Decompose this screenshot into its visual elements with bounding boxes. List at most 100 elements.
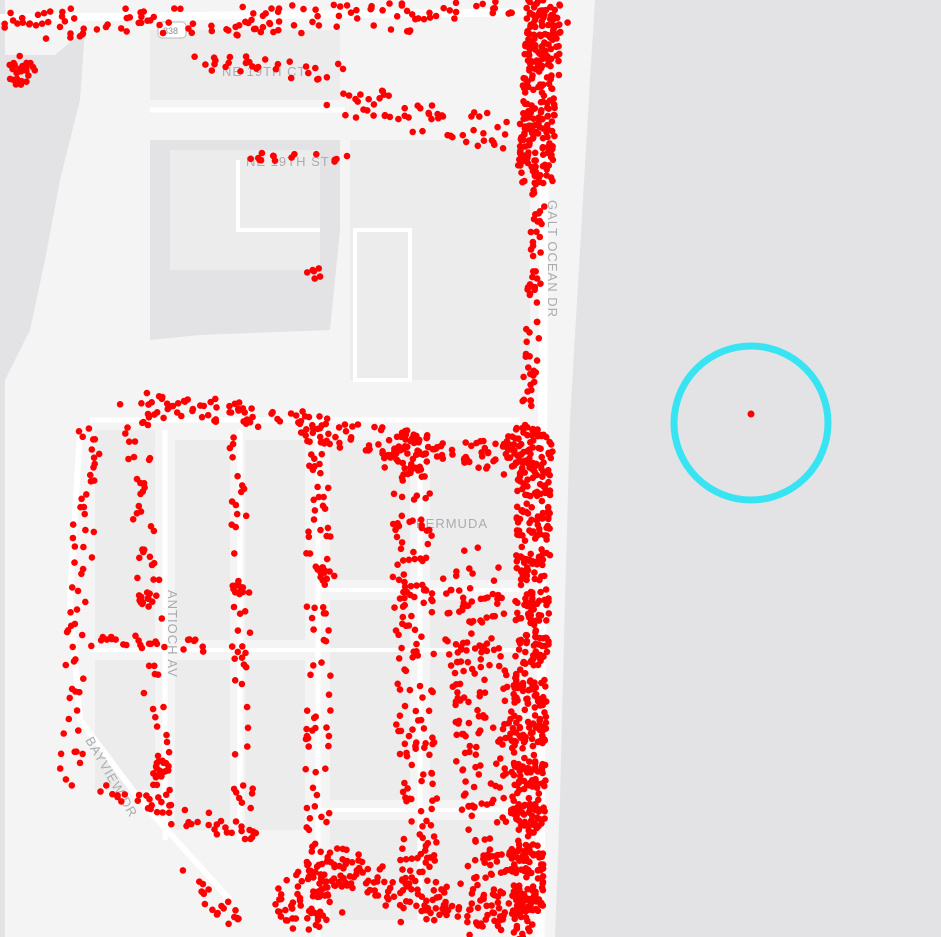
incident-point[interactable] — [364, 889, 371, 896]
incident-point[interactable] — [234, 627, 242, 634]
incident-point[interactable] — [323, 415, 331, 423]
incident-point[interactable] — [507, 9, 514, 16]
incident-point[interactable] — [543, 617, 550, 624]
incident-point[interactable] — [403, 749, 410, 757]
incident-point[interactable] — [428, 608, 436, 616]
incident-point[interactable] — [78, 570, 85, 578]
incident-point[interactable] — [423, 434, 430, 442]
incident-point[interactable] — [309, 727, 316, 734]
incident-point[interactable] — [62, 776, 70, 783]
incident-point[interactable] — [519, 903, 526, 910]
incident-point[interactable] — [376, 95, 383, 102]
incident-point[interactable] — [484, 911, 491, 919]
incident-point[interactable] — [452, 8, 460, 16]
incident-point[interactable] — [288, 902, 295, 910]
incident-point[interactable] — [342, 428, 350, 435]
incident-point[interactable] — [530, 215, 538, 223]
incident-point[interactable] — [184, 396, 191, 403]
incident-point[interactable] — [323, 101, 331, 109]
incident-point[interactable] — [316, 424, 324, 432]
incident-point[interactable] — [358, 858, 366, 866]
incident-point[interactable] — [468, 665, 476, 673]
incident-point[interactable] — [123, 641, 130, 649]
incident-point[interactable] — [494, 899, 502, 906]
incident-point[interactable] — [410, 548, 417, 556]
incident-point[interactable] — [528, 735, 536, 743]
incident-point[interactable] — [557, 28, 564, 36]
incident-point[interactable] — [525, 823, 532, 830]
incident-point[interactable] — [107, 633, 115, 641]
incident-point[interactable] — [7, 9, 14, 17]
incident-point[interactable] — [426, 9, 433, 17]
incident-point[interactable] — [225, 920, 232, 928]
incident-point[interactable] — [426, 526, 433, 534]
incident-point[interactable] — [242, 512, 250, 520]
incident-point[interactable] — [244, 724, 252, 732]
incident-point[interactable] — [401, 779, 408, 787]
incident-point[interactable] — [144, 805, 152, 812]
incident-point[interactable] — [379, 863, 386, 870]
incident-point[interactable] — [499, 916, 507, 923]
incident-point[interactable] — [1, 20, 9, 28]
incident-point[interactable] — [238, 654, 246, 661]
incident-point[interactable] — [524, 424, 531, 431]
incident-point[interactable] — [274, 8, 282, 16]
incident-point[interactable] — [199, 643, 206, 650]
incident-point[interactable] — [394, 561, 401, 568]
incident-point[interactable] — [468, 812, 476, 820]
incident-point[interactable] — [519, 745, 526, 752]
incident-point[interactable] — [509, 793, 516, 800]
incident-point[interactable] — [465, 802, 472, 810]
incident-point[interactable] — [526, 927, 533, 935]
incident-point[interactable] — [386, 0, 393, 7]
incident-point[interactable] — [480, 437, 487, 445]
incident-point[interactable] — [511, 695, 518, 702]
incident-point[interactable] — [531, 712, 539, 719]
incident-point[interactable] — [90, 464, 97, 471]
incident-point[interactable] — [405, 556, 413, 564]
incident-point[interactable] — [527, 228, 535, 236]
incident-point[interactable] — [370, 112, 377, 119]
incident-point[interactable] — [395, 655, 403, 662]
incident-point[interactable] — [25, 21, 33, 28]
incident-point[interactable] — [472, 838, 479, 845]
incident-point[interactable] — [535, 444, 542, 452]
incident-point[interactable] — [99, 633, 107, 641]
incident-point[interactable] — [322, 765, 329, 772]
incident-point[interactable] — [19, 19, 27, 27]
incident-point[interactable] — [283, 876, 291, 884]
incident-point[interactable] — [227, 409, 235, 416]
incident-point[interactable] — [32, 22, 40, 29]
incident-point[interactable] — [318, 450, 326, 458]
incident-point[interactable] — [226, 402, 233, 410]
incident-point[interactable] — [145, 401, 152, 408]
incident-point[interactable] — [493, 819, 501, 826]
incident-point[interactable] — [476, 689, 484, 696]
incident-point[interactable] — [309, 18, 316, 26]
incident-point[interactable] — [516, 457, 524, 464]
incident-point[interactable] — [539, 873, 547, 880]
incident-point[interactable] — [359, 869, 367, 876]
incident-point[interactable] — [211, 60, 218, 68]
incident-point[interactable] — [495, 904, 503, 912]
incident-point[interactable] — [531, 652, 539, 660]
incident-point[interactable] — [422, 494, 429, 502]
incident-point[interactable] — [405, 622, 413, 629]
incident-point[interactable] — [234, 472, 241, 480]
incident-point[interactable] — [422, 842, 430, 850]
incident-point[interactable] — [527, 729, 535, 737]
incident-point[interactable] — [412, 438, 419, 446]
incident-point[interactable] — [393, 456, 400, 463]
incident-point[interactable] — [499, 814, 507, 821]
incident-point[interactable] — [524, 78, 531, 85]
incident-point[interactable] — [414, 854, 421, 862]
incident-point[interactable] — [474, 544, 482, 551]
incident-point[interactable] — [252, 829, 260, 837]
incident-point[interactable] — [484, 449, 492, 457]
incident-point[interactable] — [209, 906, 216, 914]
incident-point[interactable] — [540, 92, 548, 99]
incident-point[interactable] — [490, 909, 498, 917]
incident-point[interactable] — [65, 715, 73, 723]
incident-point[interactable] — [223, 829, 231, 836]
